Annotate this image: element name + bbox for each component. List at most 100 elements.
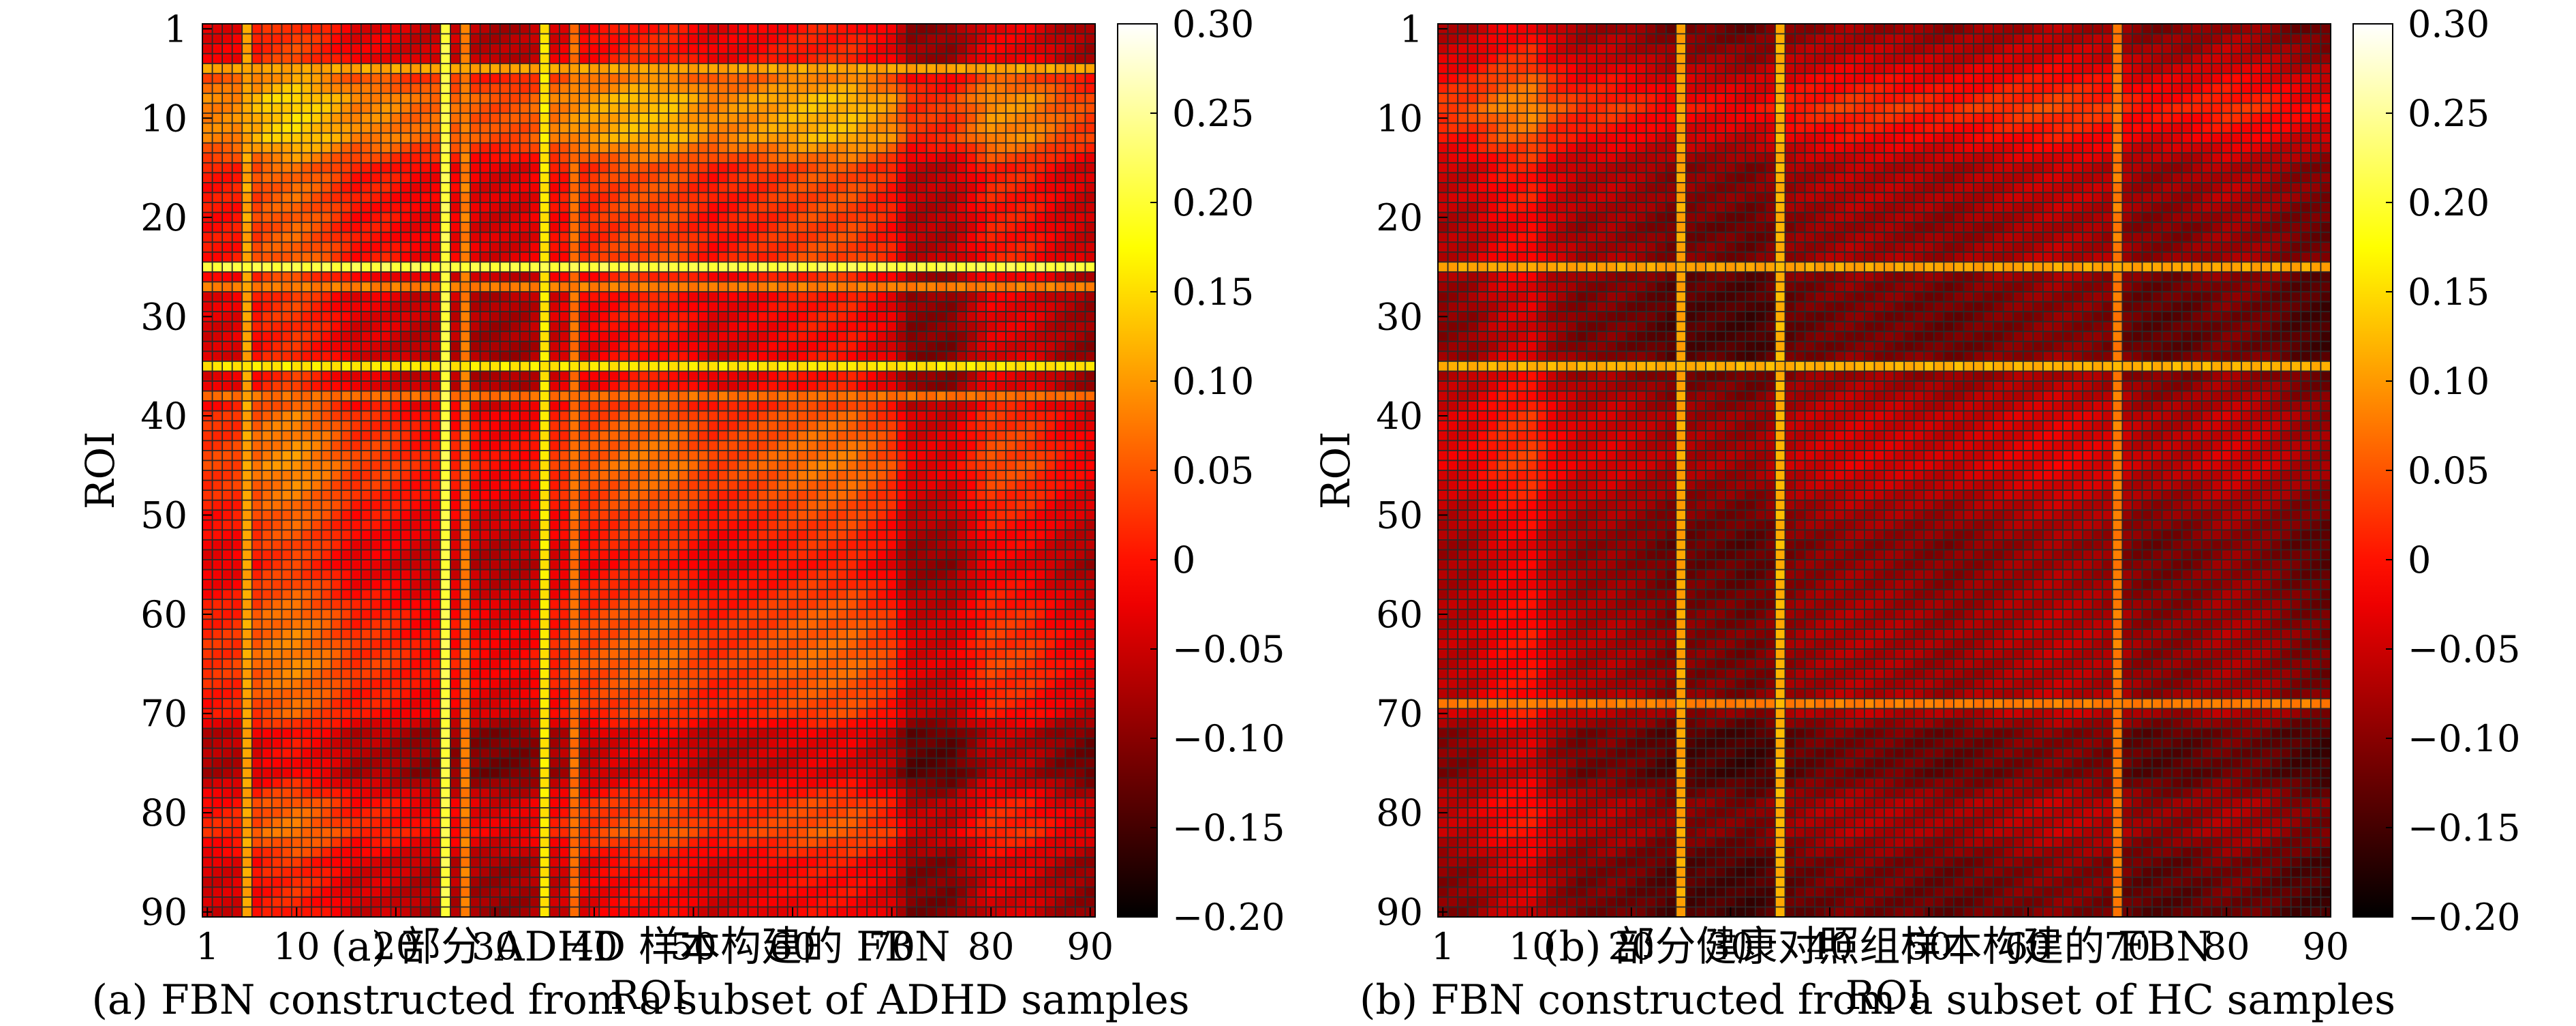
heatmap-cell xyxy=(292,243,301,252)
heatmap-cell xyxy=(282,461,292,470)
heatmap-cell xyxy=(748,93,758,103)
heatmap-cell xyxy=(450,342,460,351)
heatmap-cell xyxy=(659,361,669,371)
heatmap-cell xyxy=(510,470,519,480)
heatmap-cell xyxy=(341,223,351,232)
heatmap-cell xyxy=(798,34,807,44)
heatmap-cell xyxy=(401,491,410,500)
heatmap-cell xyxy=(272,530,281,539)
heatmap-cell xyxy=(679,74,688,83)
heatmap-cell xyxy=(510,361,519,371)
heatmap-cell xyxy=(619,550,628,560)
heatmap-cell xyxy=(729,361,738,371)
heatmap-cell xyxy=(1006,372,1015,381)
heatmap-cell xyxy=(966,84,976,93)
heatmap-cell xyxy=(302,372,311,381)
heatmap-cell xyxy=(887,153,896,162)
heatmap-cell xyxy=(361,411,371,421)
heatmap-cell xyxy=(1075,491,1085,500)
heatmap-cell xyxy=(500,173,510,182)
heatmap-cell xyxy=(381,104,390,113)
heatmap-cell xyxy=(530,213,539,222)
heatmap-cell xyxy=(1046,34,1055,44)
heatmap-cell xyxy=(232,143,242,153)
heatmap-cell xyxy=(272,183,281,192)
heatmap-cell xyxy=(530,352,539,361)
heatmap-cell xyxy=(421,530,430,539)
heatmap-cell xyxy=(818,491,827,500)
heatmap-cell xyxy=(729,342,738,351)
heatmap-cell xyxy=(232,282,242,292)
heatmap-cell xyxy=(748,183,758,192)
heatmap-cell xyxy=(441,500,450,510)
heatmap-cell xyxy=(699,64,708,73)
heatmap-cell xyxy=(1006,143,1015,153)
heatmap-cell xyxy=(619,252,628,262)
heatmap-cell xyxy=(977,461,985,470)
heatmap-cell xyxy=(798,461,807,470)
heatmap-cell xyxy=(838,134,847,142)
heatmap-cell xyxy=(917,193,926,202)
heatmap-cell xyxy=(401,312,410,321)
heatmap-cell xyxy=(1016,530,1026,539)
heatmap-cell xyxy=(421,540,430,549)
heatmap-cell xyxy=(689,431,698,440)
heatmap-cell xyxy=(223,470,232,480)
heatmap-cell xyxy=(808,322,817,331)
heatmap-cell xyxy=(600,84,609,93)
heatmap-cell xyxy=(907,550,917,560)
heatmap-cell xyxy=(877,352,887,361)
heatmap-cell xyxy=(699,361,708,371)
heatmap-cell xyxy=(232,570,242,579)
heatmap-cell xyxy=(510,421,519,430)
heatmap-cell xyxy=(381,44,390,53)
heatmap-cell xyxy=(966,143,976,153)
heatmap-cell xyxy=(699,540,708,549)
heatmap-cell xyxy=(649,361,658,371)
heatmap-cell xyxy=(788,262,797,271)
heatmap-cell xyxy=(887,143,896,153)
heatmap-cell xyxy=(966,491,976,500)
heatmap-cell xyxy=(431,500,440,510)
heatmap-cell xyxy=(868,352,876,361)
heatmap-cell xyxy=(243,511,251,519)
heatmap-cell xyxy=(798,372,807,381)
heatmap-cell xyxy=(461,202,470,212)
heatmap-cell xyxy=(937,74,946,83)
heatmap-cell xyxy=(371,470,381,480)
heatmap-cell xyxy=(461,213,470,222)
heatmap-cell xyxy=(709,252,718,262)
heatmap-cell xyxy=(470,312,480,321)
heatmap-cell xyxy=(788,322,797,331)
heatmap-cell xyxy=(431,213,440,222)
heatmap-cell xyxy=(302,232,311,242)
heatmap-cell xyxy=(461,243,470,252)
heatmap-cell xyxy=(818,550,827,560)
heatmap-cell xyxy=(609,104,619,113)
heatmap-cell xyxy=(500,113,510,123)
heatmap-cell xyxy=(520,570,530,579)
heatmap-cell xyxy=(491,34,500,44)
heatmap-cell xyxy=(530,93,539,103)
heatmap-cell xyxy=(868,153,876,162)
heatmap-cell xyxy=(729,252,738,262)
heatmap-cell xyxy=(332,530,341,539)
heatmap-cell xyxy=(540,272,549,282)
heatmap-cell xyxy=(361,54,371,63)
heatmap-cell xyxy=(1046,153,1055,162)
heatmap-cell xyxy=(808,560,817,569)
heatmap-cell xyxy=(213,153,222,162)
heatmap-cell xyxy=(550,332,559,341)
heatmap-cell xyxy=(1066,223,1075,232)
heatmap-cell xyxy=(996,500,1006,510)
heatmap-cell xyxy=(202,134,212,142)
heatmap-cell xyxy=(381,193,390,202)
heatmap-cell xyxy=(361,93,371,103)
heatmap-cell xyxy=(758,252,767,262)
heatmap-cell xyxy=(977,391,985,401)
heatmap-cell xyxy=(947,332,956,341)
heatmap-cell xyxy=(1075,153,1085,162)
heatmap-cell xyxy=(669,540,678,549)
heatmap-cell xyxy=(629,213,639,222)
heatmap-cell xyxy=(361,64,371,73)
